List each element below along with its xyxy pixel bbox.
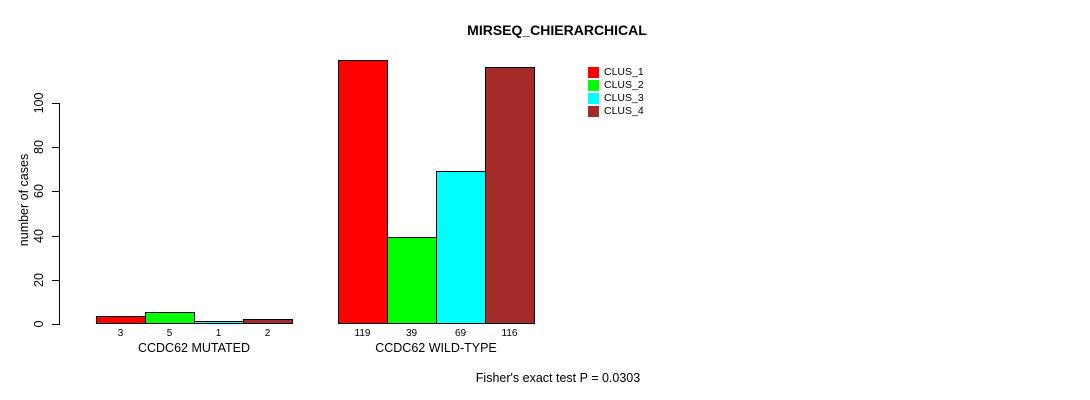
bar-value-label: 116 (501, 328, 518, 339)
bar-CLUS_2-group1 (145, 312, 195, 324)
bar-value-label: 119 (354, 328, 371, 339)
legend-label: CLUS_2 (604, 79, 644, 91)
y-axis-tick-label: 80 (32, 140, 46, 155)
y-axis-tick (52, 235, 59, 237)
legend-item: CLUS_2 (588, 79, 644, 91)
bar-value-label: 3 (117, 328, 124, 339)
legend-swatch-CLUS_2 (588, 79, 599, 91)
x-axis-group-label: CCDC62 WILD-TYPE (375, 341, 497, 355)
y-axis-line (59, 103, 60, 325)
bar-CLUS_1-group1 (96, 316, 146, 324)
footnote-text: Fisher's exact test P = 0.0303 (475, 371, 641, 385)
y-axis-tick-label: 100 (32, 92, 46, 114)
legend-label: CLUS_1 (604, 66, 644, 78)
y-axis-tick-label: 40 (32, 228, 46, 243)
y-axis-tick-label: 0 (32, 320, 46, 328)
y-axis-label: number of cases (17, 153, 31, 247)
legend-label: CLUS_3 (604, 92, 644, 104)
legend-swatch-CLUS_3 (588, 92, 599, 104)
bar-CLUS_3-group1 (194, 321, 244, 324)
bar-value-label: 5 (166, 328, 173, 339)
legend-label: CLUS_4 (604, 105, 644, 117)
chart-title: MIRSEQ_CHIERARCHICAL (467, 22, 647, 38)
legend-item: CLUS_3 (588, 92, 644, 104)
y-axis-tick (52, 103, 59, 104)
legend-swatch-CLUS_4 (588, 105, 599, 117)
x-axis-group-label: CCDC62 MUTATED (137, 341, 251, 355)
legend-swatch-CLUS_1 (588, 66, 599, 78)
y-axis-tick (52, 279, 59, 281)
bar-CLUS_1-group2 (338, 60, 388, 324)
bar-CLUS_3-group2 (436, 171, 486, 324)
y-axis-tick (52, 324, 59, 325)
bar-value-label: 2 (264, 328, 271, 339)
bar-value-label: 39 (405, 328, 418, 339)
legend-item: CLUS_1 (588, 66, 644, 78)
y-axis-tick (52, 147, 59, 149)
bar-CLUS_4-group2 (485, 67, 535, 324)
legend-item: CLUS_4 (588, 105, 644, 117)
y-axis-tick-label: 20 (32, 272, 46, 287)
bar-value-label: 69 (454, 328, 467, 339)
y-axis-tick-label: 60 (32, 184, 46, 199)
bar-CLUS_2-group2 (387, 237, 437, 324)
y-axis-tick (52, 191, 59, 193)
bar-CLUS_4-group1 (243, 319, 293, 324)
bar-value-label: 1 (215, 328, 222, 339)
